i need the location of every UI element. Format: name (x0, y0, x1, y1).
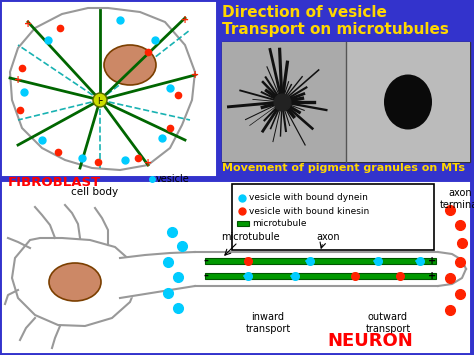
FancyBboxPatch shape (3, 3, 215, 175)
Text: Movement of pigment granules on MTs: Movement of pigment granules on MTs (222, 163, 465, 173)
FancyBboxPatch shape (205, 273, 436, 279)
Ellipse shape (104, 45, 156, 85)
Polygon shape (438, 252, 466, 286)
Text: –: – (203, 256, 209, 266)
Text: axon: axon (316, 232, 340, 242)
Text: cell body: cell body (72, 187, 118, 197)
Text: NEURON: NEURON (327, 332, 413, 350)
Text: +: + (191, 70, 199, 80)
Text: Direction of vesicle: Direction of vesicle (222, 5, 387, 20)
FancyBboxPatch shape (3, 183, 469, 352)
Text: vesicle with bound dynein: vesicle with bound dynein (249, 193, 368, 202)
FancyBboxPatch shape (222, 42, 470, 162)
Text: +: + (24, 19, 32, 29)
Text: inward
transport: inward transport (246, 312, 291, 334)
FancyBboxPatch shape (205, 258, 436, 264)
Text: outward
transport: outward transport (365, 312, 410, 334)
Polygon shape (12, 238, 138, 326)
Text: |–: |– (97, 97, 103, 104)
Text: +: + (428, 271, 436, 281)
FancyBboxPatch shape (346, 42, 470, 162)
Ellipse shape (384, 75, 432, 130)
Text: microtubule: microtubule (252, 218, 307, 228)
Text: +: + (428, 256, 436, 266)
Circle shape (93, 93, 107, 107)
Ellipse shape (49, 263, 101, 301)
Text: +: + (14, 75, 22, 85)
Text: FIBROBLAST: FIBROBLAST (8, 176, 101, 189)
Text: axon
terminal: axon terminal (439, 188, 474, 209)
FancyBboxPatch shape (232, 184, 434, 250)
Text: vesicle with bound kinesin: vesicle with bound kinesin (249, 207, 369, 215)
Text: microtubule: microtubule (221, 232, 279, 242)
Text: +: + (181, 15, 189, 25)
FancyBboxPatch shape (237, 221, 249, 226)
Text: vesicle: vesicle (156, 174, 190, 184)
Polygon shape (10, 8, 195, 170)
FancyBboxPatch shape (222, 42, 346, 162)
Text: Transport on microtubules: Transport on microtubules (222, 22, 449, 37)
Text: +: + (144, 158, 152, 168)
Text: –: – (203, 271, 209, 281)
